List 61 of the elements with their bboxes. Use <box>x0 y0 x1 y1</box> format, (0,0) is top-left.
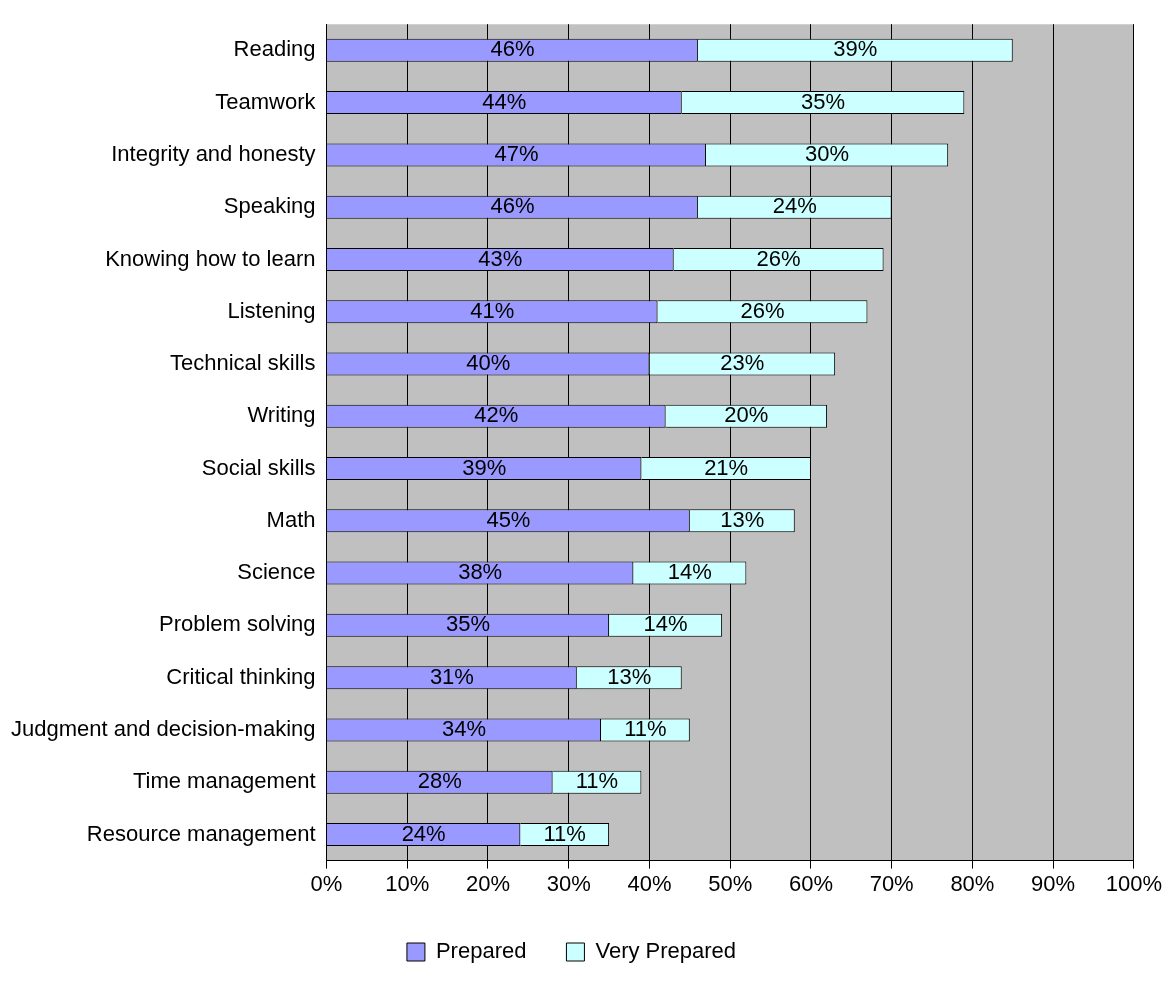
y-tick-label: Listening <box>227 297 316 323</box>
data-label: 23% <box>720 350 765 376</box>
x-tick-label: 20% <box>465 870 510 896</box>
data-label: 43% <box>478 245 523 271</box>
data-label: 34% <box>441 715 487 741</box>
data-label: 46% <box>490 193 535 219</box>
data-label: 21% <box>704 454 749 480</box>
data-label: 44% <box>482 88 527 114</box>
data-label: 45% <box>486 506 531 532</box>
y-tick-label: Critical thinking <box>166 663 316 689</box>
y-tick-label: Science <box>237 559 316 585</box>
y-tick-label: Judgment and decision-making <box>10 715 316 741</box>
data-label: 41% <box>470 297 515 323</box>
data-label: 11% <box>624 715 667 741</box>
y-tick-label: Technical skills <box>170 350 316 376</box>
x-tick-label: 70% <box>869 870 914 896</box>
y-tick-label: Reading <box>233 36 316 62</box>
x-tick-label: 80% <box>950 870 995 896</box>
x-tick-label: 100% <box>1105 870 1163 896</box>
data-label: 30% <box>805 140 850 166</box>
y-tick-label: Problem solving <box>158 611 316 637</box>
data-label: 39% <box>462 454 507 480</box>
y-tick-label: Writing <box>247 402 316 428</box>
data-label: 40% <box>466 350 511 376</box>
data-label: 46% <box>490 36 535 62</box>
y-tick-label: Knowing how to learn <box>105 245 316 271</box>
y-tick-label: Speaking <box>223 193 316 219</box>
y-tick-label: Social skills <box>201 454 316 480</box>
data-label: 14% <box>643 611 688 637</box>
x-tick-label: 40% <box>627 870 672 896</box>
x-tick-label: 30% <box>546 870 591 896</box>
y-tick-label: Time management <box>132 768 316 794</box>
data-label: 26% <box>756 245 801 271</box>
data-label: 47% <box>494 140 539 166</box>
x-tick-label: 50% <box>708 870 753 896</box>
data-label: 38% <box>458 559 503 585</box>
x-tick-label: 60% <box>788 870 833 896</box>
data-label: 24% <box>401 820 446 846</box>
x-tick-label: 0% <box>310 870 343 896</box>
legend-label: Prepared <box>435 938 527 964</box>
data-label: 11% <box>575 768 619 794</box>
data-label: 28% <box>417 768 462 794</box>
x-tick-label: 90% <box>1031 870 1076 896</box>
data-label: 20% <box>724 402 769 428</box>
x-tick-label: 10% <box>385 870 430 896</box>
y-tick-label: Teamwork <box>215 88 317 114</box>
y-tick-label: Math <box>266 506 316 532</box>
data-label: 35% <box>446 611 491 637</box>
legend-label: Very Prepared <box>595 938 737 964</box>
data-label: 13% <box>720 506 765 532</box>
data-label: 11% <box>543 820 586 846</box>
data-label: 14% <box>667 559 712 585</box>
data-label: 35% <box>801 88 846 114</box>
y-tick-label: Resource management <box>86 820 316 846</box>
data-label: 31% <box>429 663 474 689</box>
data-label: 13% <box>607 663 652 689</box>
data-label: 24% <box>772 193 817 219</box>
y-tick-label: Integrity and honesty <box>111 140 316 166</box>
data-label: 42% <box>474 402 519 428</box>
data-label: 39% <box>833 36 878 62</box>
data-label: 26% <box>740 297 785 323</box>
